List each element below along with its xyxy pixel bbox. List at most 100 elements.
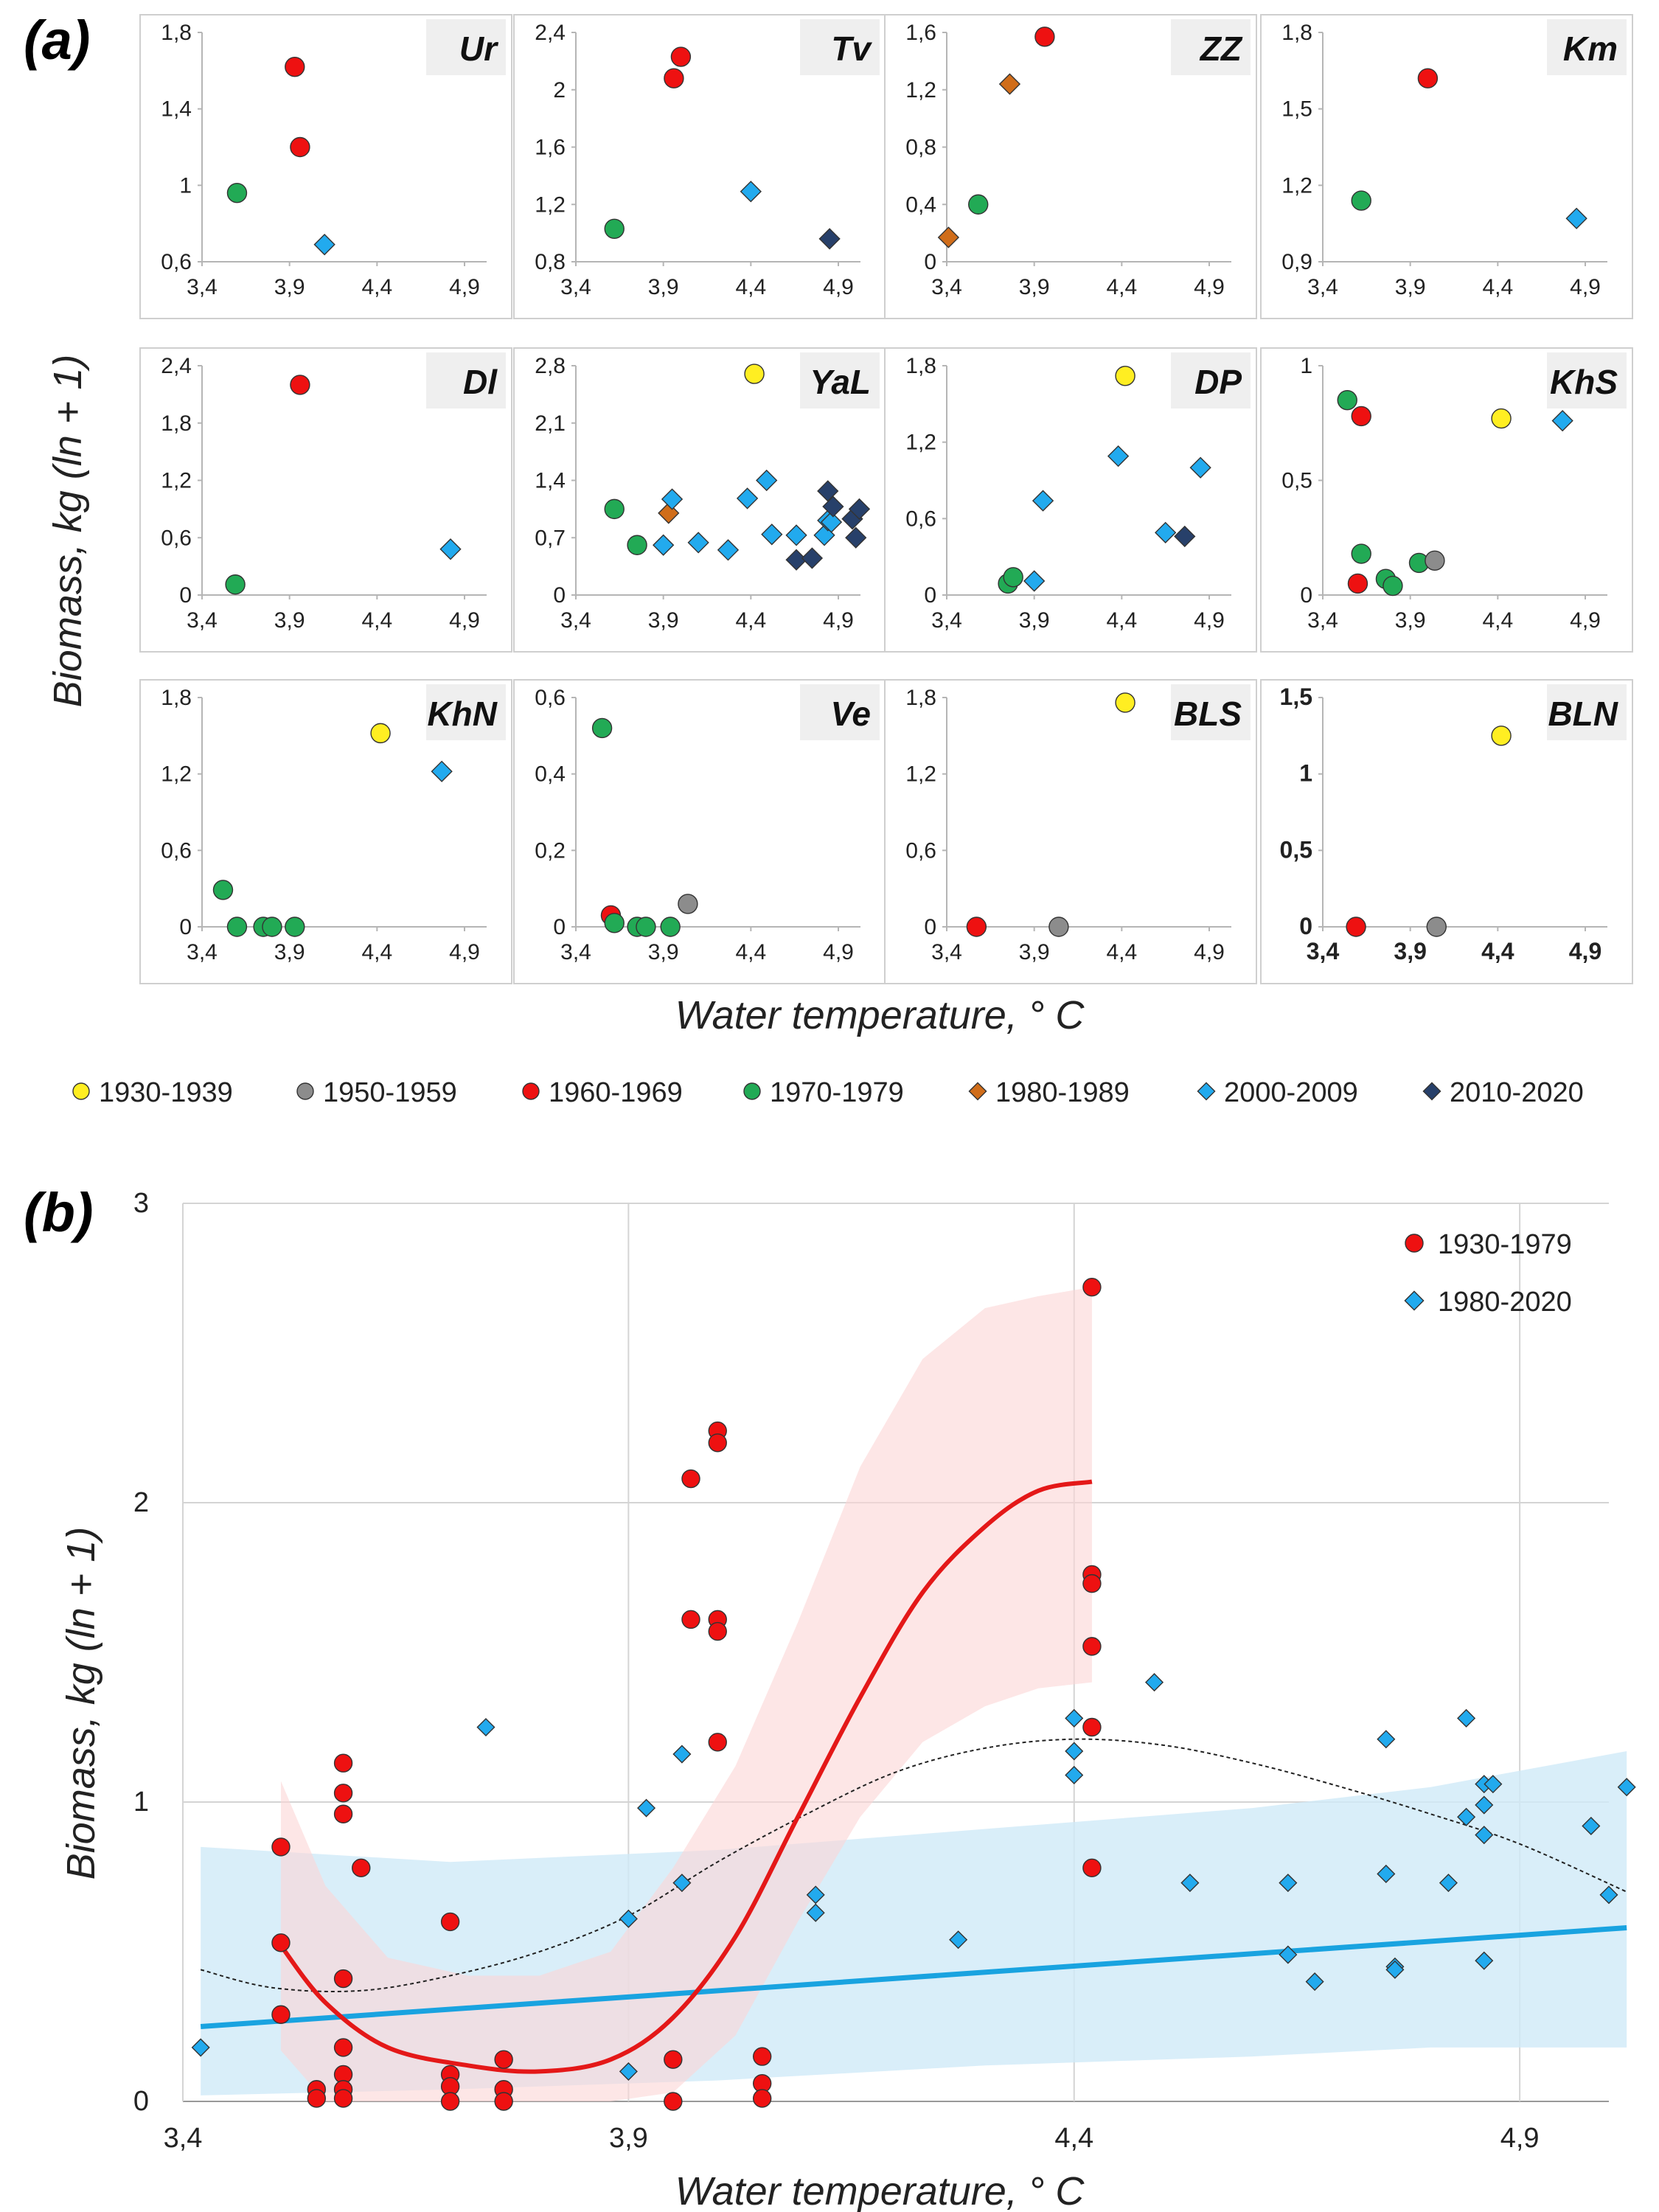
y-tick-label: 1,8: [905, 686, 936, 710]
point-1980-2020: [637, 1798, 656, 1818]
point-1970-1979: [285, 917, 305, 937]
y-tick-label: 1: [133, 1787, 149, 1818]
point-1930-1979: [664, 2092, 683, 2111]
legend-marker: [296, 1082, 314, 1100]
point-1980-2020: [1439, 1874, 1458, 1893]
y-tick-label: 0: [924, 250, 936, 274]
point-2000-2009: [761, 524, 783, 546]
y-tick-label: 0: [924, 915, 936, 939]
point-2000-2009: [1155, 521, 1177, 543]
point-1980-2020: [672, 1745, 692, 1764]
x-tick-label: 3,4: [164, 2123, 203, 2154]
point-1970-1979: [1337, 389, 1357, 411]
x-tick-label: 4,9: [823, 608, 854, 633]
legend-label: 1950-1959: [323, 1077, 457, 1108]
site-name-box: [426, 19, 506, 75]
x-tick-label: 4,4: [1482, 608, 1513, 633]
point-1930-1979: [752, 2089, 772, 2108]
point-1970-1979: [1351, 190, 1371, 211]
y-tick-label: 0,2: [535, 838, 566, 863]
point-1960-1969: [670, 46, 692, 67]
x-tick-label: 3,4: [187, 275, 218, 299]
site-name-box: [426, 684, 506, 740]
legend-label: 1930-1979: [1438, 1229, 1572, 1260]
x-tick-label: 3,4: [187, 940, 218, 964]
y-tick-label: 1,5: [1281, 97, 1312, 122]
point-1980-2020: [619, 2062, 638, 2081]
y-tick-label: 1,8: [905, 354, 936, 378]
point-1930-1979: [1082, 1277, 1102, 1297]
x-tick-label: 3,9: [1019, 608, 1050, 633]
point-2010-2020: [845, 526, 867, 549]
y-tick-label: 0: [1299, 913, 1312, 939]
point-1930-1939: [370, 723, 391, 744]
x-tick-label: 3,9: [274, 608, 305, 633]
y-tick-label: 1: [1300, 354, 1312, 378]
subplot-ZZ: 0 0,4 0,8 1,2 1,6 3,4 3,9 4,4 4,9 ZZ: [884, 14, 1257, 319]
point-1930-1979: [440, 1912, 460, 1932]
point-1980-2020: [1484, 1775, 1503, 1794]
point-1960-1969: [1351, 406, 1371, 427]
panel-b-label: (b): [24, 1182, 94, 1243]
y-tick-label: 0: [924, 583, 936, 608]
site-name-box: [800, 19, 880, 75]
y-tick-label: 2: [553, 78, 566, 102]
point-1980-2020: [806, 1885, 825, 1905]
y-tick-label: 1,8: [161, 411, 192, 436]
point-1950-1959: [678, 894, 698, 914]
point-1980-2020: [476, 1717, 495, 1737]
site-name: Km: [1563, 29, 1618, 68]
x-tick-label: 4,9: [449, 275, 480, 299]
x-tick-label: 4,4: [361, 608, 392, 633]
x-tick-label: 3,9: [609, 2123, 648, 2154]
y-tick-label: 1: [179, 173, 192, 198]
x-tick-label: 3,4: [931, 940, 962, 964]
subplot-DP: 0 0,6 1,2 1,8 3,4 3,9 4,4 4,9 DP: [884, 347, 1257, 653]
point-1980-2020: [672, 1874, 692, 1893]
x-tick-label: 4,9: [1500, 2123, 1540, 2154]
point-2000-2009: [736, 487, 759, 509]
point-1960-1969: [966, 917, 987, 937]
y-tick-label: 2: [133, 1487, 149, 1518]
panel-a-x-title: Water temperature, ° C: [675, 993, 1085, 1037]
point-1930-1979: [271, 1837, 291, 1857]
y-tick-label: 1,5: [1280, 684, 1312, 710]
red-confidence-band: [280, 1287, 1092, 2101]
subplot-grid: 0,6 1 1,4 1,8 3,4 3,9 4,4 4,9 Ur 0,8 1,2 1,6 2 2,4 3,4…: [139, 14, 1633, 984]
point-2000-2009: [717, 539, 740, 561]
point-1980-2020: [1305, 1972, 1324, 1992]
y-tick-label: 0,7: [535, 526, 566, 550]
panel-b-y-title: Biomass, kg (ln + 1): [59, 1527, 103, 1880]
x-tick-label: 3,4: [560, 608, 591, 633]
point-2010-2020: [801, 547, 824, 569]
point-1950-1959: [1425, 550, 1445, 571]
y-tick-label: 1,2: [161, 469, 192, 493]
x-tick-label: 3,9: [1019, 940, 1050, 964]
point-1950-1959: [1426, 917, 1447, 937]
x-tick-label: 4,9: [449, 940, 480, 964]
panel-b-chart: 0 1 2 3 3,4 3,9 4,4 4,9: [133, 1188, 1636, 2154]
point-1930-1979: [681, 1610, 700, 1630]
legend-marker: [1404, 1290, 1425, 1311]
site-name-box: [1547, 352, 1627, 408]
y-tick-label: 0,9: [1281, 250, 1312, 274]
panel-b-legend: 1930-1979 1980-2020: [1404, 1229, 1572, 1318]
subplot-Tv: 0,8 1,2 1,6 2 2,4 3,4 3,9 4,4 4,9 Tv: [513, 14, 886, 319]
site-name: YaL: [810, 363, 871, 401]
point-1980-2020: [1475, 1795, 1494, 1815]
point-2000-2009: [1551, 410, 1573, 432]
point-1930-1979: [333, 1969, 353, 1989]
y-tick-label: 1,2: [905, 431, 936, 455]
point-2000-2009: [313, 234, 335, 256]
blue-fit-line: [200, 1925, 1627, 2029]
point-1930-1979: [333, 2089, 353, 2108]
y-tick-label: 2,1: [535, 411, 566, 436]
point-1930-1979: [333, 1753, 353, 1773]
point-1930-1979: [440, 2092, 460, 2111]
legend-marker: [1422, 1082, 1441, 1101]
point-1980-2020: [1180, 1874, 1200, 1893]
point-1980-2020: [1457, 1708, 1476, 1728]
y-tick-label: 0: [179, 583, 192, 608]
legend-item-2000-2009: 2000-2009: [1197, 1077, 1358, 1108]
